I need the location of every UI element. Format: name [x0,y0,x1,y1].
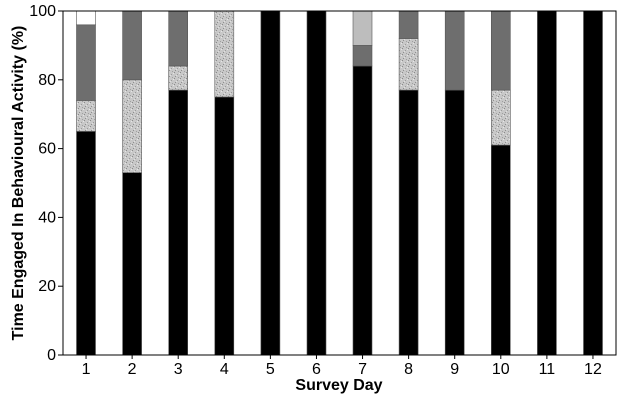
plot-frame [62,10,617,356]
bar-segment-day-10-series-1 [490,144,511,356]
bar-segment-day-2-series-2 [122,79,142,174]
y-tick-label: 100 [29,3,56,20]
bar-segment-day-2-series-3 [122,10,142,81]
axes [62,10,617,356]
y-tick-label: 0 [47,347,56,364]
x-axis-title: Survey Day [295,377,382,394]
bars [76,10,603,356]
bar-segment-day-12-series-1 [583,10,603,356]
y-axis-title: Time Engaged In Behavioural Activity (%) [10,26,27,341]
y-tick-label: 80 [38,72,56,89]
y-tick-label: 40 [38,209,56,226]
bar-segment-day-3-series-3 [168,10,188,67]
bar-segment-day-4-series-2 [214,10,235,98]
bar-segment-day-11-series-1 [537,10,557,356]
x-tick-label: 4 [220,361,229,378]
bar-segment-day-10-series-3 [490,10,511,91]
bar-segment-day-1-series-2 [76,100,96,132]
x-tick-label: 8 [404,361,413,378]
x-tick-label: 12 [584,361,602,378]
x-tick-label: 6 [312,361,321,378]
x-tick-label: 5 [266,361,275,378]
x-tick-label: 10 [492,361,510,378]
bar-segment-day-3-series-2 [168,65,188,91]
x-tick-label: 7 [358,361,367,378]
x-axis: 1 2 3 4 5 6 7 8 9 10 11 12 [82,355,602,378]
bar-segment-day-2-series-1 [122,172,142,356]
bar-segment-day-8-series-2 [398,38,419,91]
y-axis: 0 20 40 60 80 100 [29,3,63,364]
x-tick-label: 9 [450,361,459,378]
bar-segment-day-8-series-1 [398,89,419,356]
bar-segment-day-9-series-3 [444,10,465,91]
y-tick-label: 60 [38,141,56,158]
bar-segment-day-3-series-1 [168,89,188,356]
bar-segment-day-9-series-1 [444,89,465,356]
x-tick-label: 2 [128,361,137,378]
x-tick-label: 11 [539,361,556,378]
bar-segment-day-6-series-1 [306,10,327,356]
bar-segment-day-1-series-5 [76,10,96,26]
bar-segment-day-4-series-1 [214,96,235,356]
bar-segment-day-7-series-3 [352,45,373,67]
bar-segment-day-1-series-3 [76,24,96,101]
bar-segment-day-10-series-2 [490,89,511,146]
bar-segment-day-5-series-1 [260,10,281,356]
x-tick-label: 1 [82,361,91,378]
bar-segment-day-7-series-4 [352,10,373,46]
bar-segment-day-7-series-1 [352,65,373,356]
bar-segment-day-1-series-1 [76,131,96,356]
x-tick-label: 3 [174,361,183,378]
bar-segment-day-8-series-3 [398,10,419,39]
y-tick-label: 20 [38,278,56,295]
